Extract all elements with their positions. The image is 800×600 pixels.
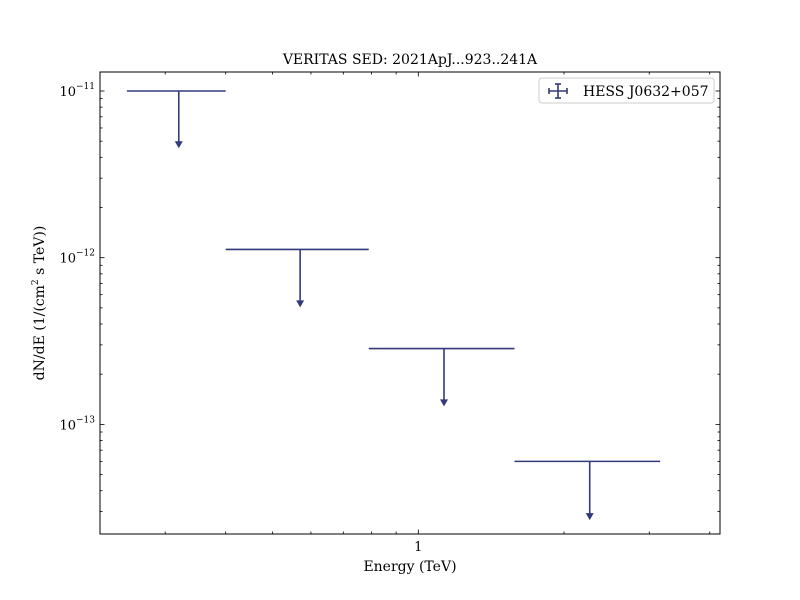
legend-box	[538, 77, 715, 104]
series-layer	[126, 90, 661, 521]
upper-limit-arrowhead	[585, 513, 594, 521]
legend: HESS J0632+057	[538, 77, 715, 104]
upper-limit-point	[514, 460, 661, 521]
y-axis-label: dN/dE (1/(cm2 s TeV))	[31, 226, 48, 381]
y-tick-label: 10−11	[59, 82, 95, 100]
upper-limit-arrowhead	[440, 399, 449, 407]
upper-limit-arrowhead	[174, 141, 183, 149]
chart-title: VERITAS SED: 2021ApJ...923..241A	[282, 52, 538, 68]
y-tick-label: 10−13	[59, 415, 95, 433]
legend-label: HESS J0632+057	[583, 84, 709, 100]
upper-limit-arrowhead	[296, 300, 305, 308]
x-tick-label: 1	[414, 540, 422, 555]
major-ticks	[100, 72, 720, 534]
x-axis-label: Energy (TeV)	[363, 559, 456, 575]
minor-ticks	[100, 72, 720, 534]
upper-limit-point	[368, 347, 515, 407]
plot-frame	[99, 71, 721, 535]
upper-limit-point	[126, 90, 226, 149]
tick-labels: 1 10−11 10−12 10−13	[59, 82, 422, 555]
y-tick-label: 10−12	[59, 249, 95, 267]
upper-limit-point	[225, 248, 369, 308]
